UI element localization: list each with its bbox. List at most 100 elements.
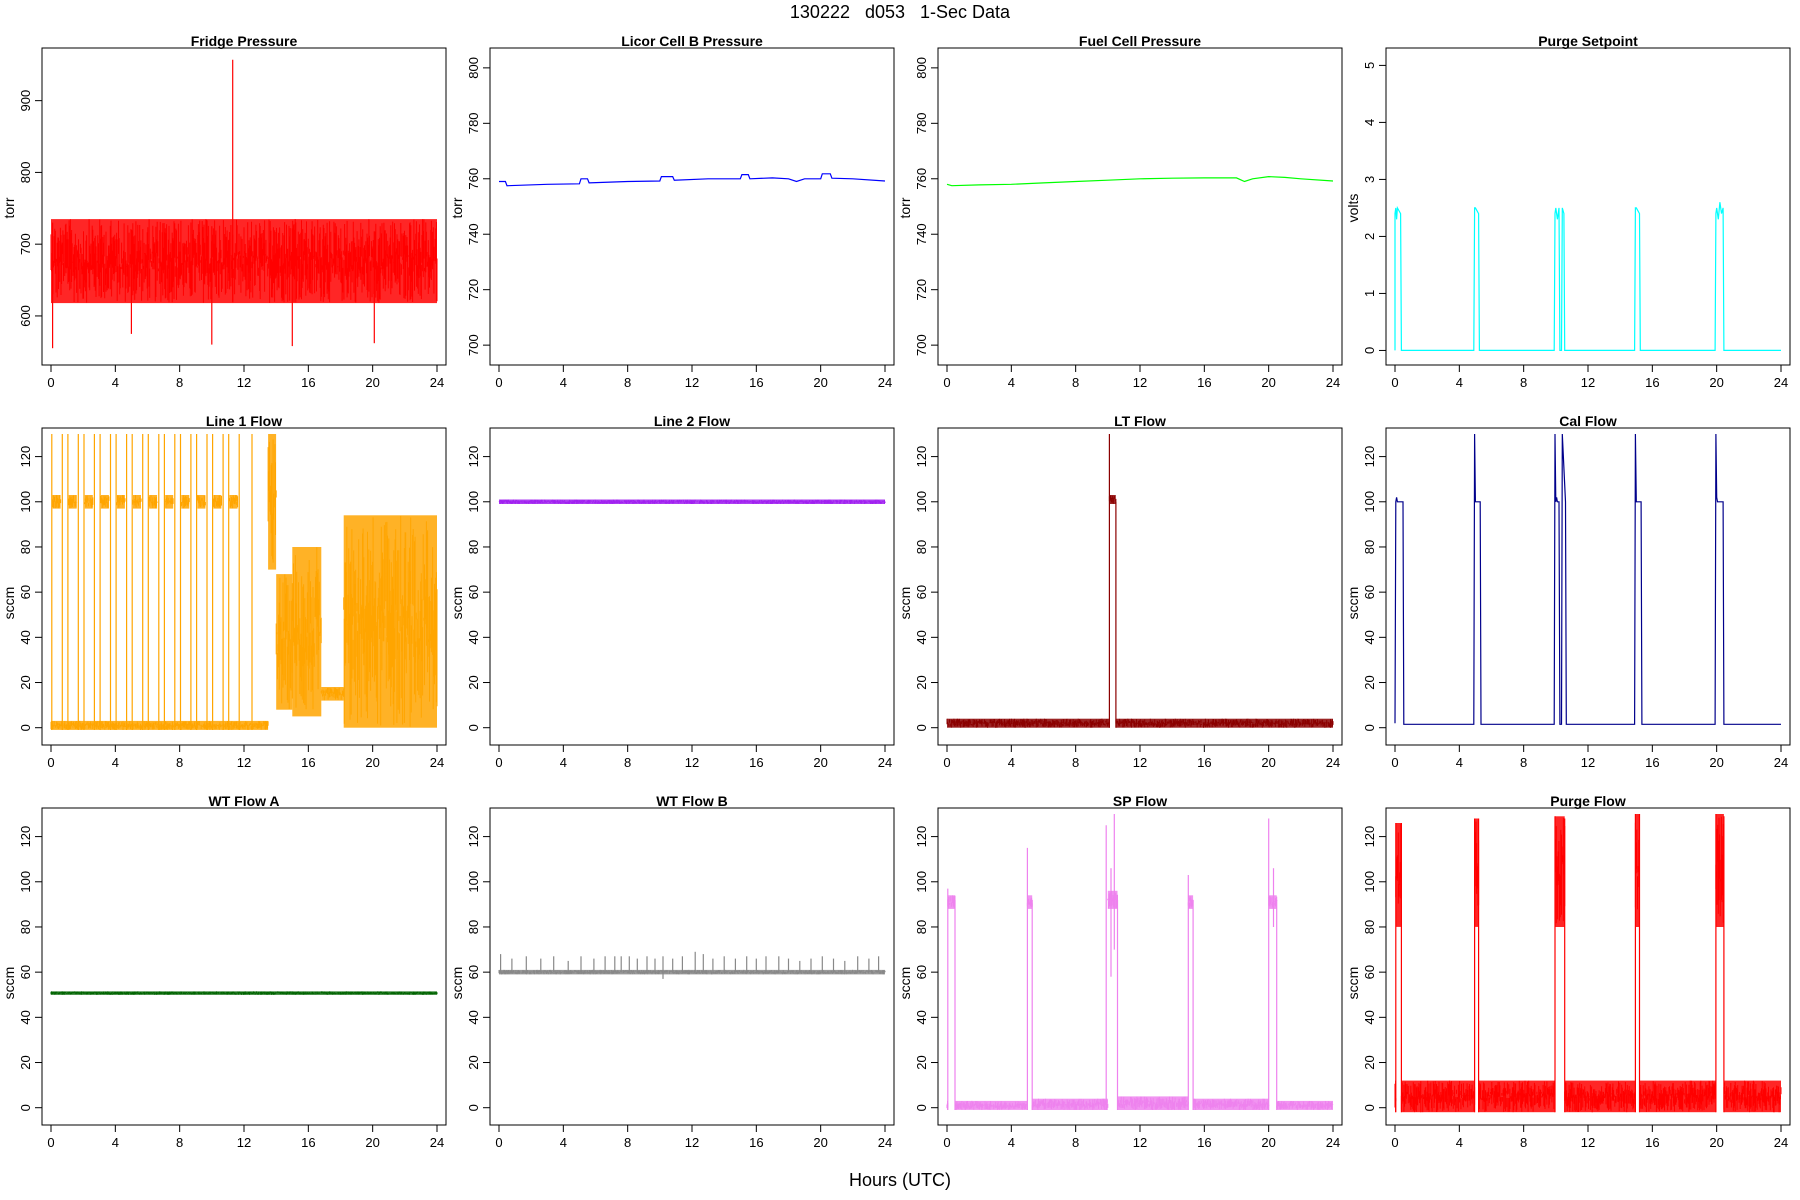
y-axis-label: sccm bbox=[1, 967, 17, 1000]
y-tick-label: 0 bbox=[1362, 1104, 1377, 1111]
x-tick-label: 20 bbox=[1261, 375, 1275, 390]
y-tick-label: 60 bbox=[466, 965, 481, 979]
x-tick-label: 0 bbox=[495, 375, 502, 390]
x-tick-label: 24 bbox=[1774, 1135, 1788, 1150]
x-tick-label: 8 bbox=[1520, 1135, 1527, 1150]
y-axis: 0 20 40 60 80 100 120 sccm bbox=[897, 826, 939, 1111]
x-tick-label: 0 bbox=[495, 1135, 502, 1150]
x-axis: 0 4 8 12 16 20 24 bbox=[495, 1124, 892, 1150]
chart-title: WT Flow B bbox=[656, 793, 728, 809]
series-noise bbox=[164, 495, 174, 508]
y-tick-label: 760 bbox=[466, 168, 481, 190]
x-tick-label: 8 bbox=[176, 375, 183, 390]
y-tick-label: 20 bbox=[18, 675, 33, 689]
y-axis-label: torr bbox=[1, 197, 17, 218]
y-tick-label: 80 bbox=[18, 540, 33, 554]
plot-frame bbox=[1385, 47, 1791, 366]
y-tick-label: 20 bbox=[18, 1055, 33, 1069]
series-noise bbox=[320, 687, 345, 701]
y-tick-label: 120 bbox=[466, 826, 481, 848]
y-tick-label: 80 bbox=[914, 540, 929, 554]
y-tick-label: 800 bbox=[914, 57, 929, 79]
y-tick-label: 120 bbox=[1362, 826, 1377, 848]
series-noise bbox=[116, 495, 126, 508]
y-tick-label: 80 bbox=[466, 540, 481, 554]
x-axis: 0 4 8 12 16 20 24 bbox=[495, 364, 892, 390]
series-band bbox=[1555, 816, 1565, 927]
chart-title: Purge Flow bbox=[1550, 793, 1626, 809]
series-noise bbox=[84, 495, 94, 508]
y-tick-label: 100 bbox=[914, 491, 929, 513]
x-tick-label: 16 bbox=[301, 755, 315, 770]
y-tick-label: 80 bbox=[1362, 540, 1377, 554]
x-tick-label: 4 bbox=[1456, 1135, 1463, 1150]
x-tick-label: 20 bbox=[1261, 1135, 1275, 1150]
y-tick-label: 720 bbox=[914, 279, 929, 301]
x-axis: 0 4 8 12 16 20 24 bbox=[47, 744, 444, 770]
x-tick-label: 20 bbox=[813, 375, 827, 390]
figure-title: 130222 d053 1-Sec Data bbox=[789, 2, 1011, 22]
chart-panel: Fridge Pressure 0 4 8 12 16 20 24 600 700 800 900 to… bbox=[1, 33, 447, 390]
y-tick-label: 100 bbox=[18, 491, 33, 513]
y-axis-label: sccm bbox=[449, 587, 465, 620]
y-tick-label: 120 bbox=[1362, 446, 1377, 468]
plot-frame bbox=[41, 47, 447, 366]
y-tick-label: 2 bbox=[1362, 233, 1377, 240]
y-tick-label: 60 bbox=[1362, 965, 1377, 979]
series-noise bbox=[50, 219, 438, 303]
plot-frame bbox=[489, 427, 895, 746]
x-tick-label: 8 bbox=[176, 755, 183, 770]
y-tick-label: 60 bbox=[18, 585, 33, 599]
chart-panel: Licor Cell B Pressure 0 4 8 12 16 20 24 700 720 74… bbox=[449, 33, 895, 390]
y-tick-label: 40 bbox=[914, 630, 929, 644]
y-axis: 700 720 740 760 780 800 torr bbox=[449, 57, 491, 356]
y-axis-label: sccm bbox=[1345, 587, 1361, 620]
x-tick-label: 0 bbox=[943, 1135, 950, 1150]
y-tick-label: 800 bbox=[466, 57, 481, 79]
x-tick-label: 24 bbox=[430, 755, 444, 770]
series-band bbox=[1027, 895, 1033, 909]
x-tick-label: 24 bbox=[878, 1135, 892, 1150]
series-group bbox=[50, 991, 438, 995]
y-tick-label: 120 bbox=[18, 826, 33, 848]
x-tick-label: 12 bbox=[1581, 375, 1595, 390]
x-tick-label: 24 bbox=[1326, 375, 1340, 390]
x-axis: 0 4 8 12 16 20 24 bbox=[47, 364, 444, 390]
x-tick-label: 8 bbox=[1520, 375, 1527, 390]
y-tick-label: 3 bbox=[1362, 176, 1377, 183]
x-tick-label: 16 bbox=[301, 1135, 315, 1150]
x-tick-label: 12 bbox=[1581, 1135, 1595, 1150]
plot-frame bbox=[937, 47, 1343, 366]
x-axis: 0 4 8 12 16 20 24 bbox=[943, 364, 1340, 390]
y-tick-label: 780 bbox=[466, 112, 481, 134]
x-tick-label: 4 bbox=[112, 1135, 119, 1150]
x-axis: 0 4 8 12 16 20 24 bbox=[1391, 1124, 1788, 1150]
y-tick-label: 20 bbox=[1362, 1055, 1377, 1069]
y-tick-label: 100 bbox=[914, 871, 929, 893]
y-tick-label: 700 bbox=[18, 233, 33, 255]
y-tick-label: 80 bbox=[466, 920, 481, 934]
x-tick-label: 20 bbox=[365, 375, 379, 390]
series-noise bbox=[52, 495, 62, 509]
y-axis: 0 20 40 60 80 100 120 sccm bbox=[897, 446, 939, 731]
chart-title: Licor Cell B Pressure bbox=[621, 33, 763, 49]
y-tick-label: 20 bbox=[466, 1055, 481, 1069]
series-line bbox=[499, 173, 886, 187]
y-axis: 600 700 800 900 torr bbox=[1, 90, 43, 327]
series-group bbox=[1394, 814, 1782, 1113]
plot-frame bbox=[1385, 427, 1791, 746]
chart-title: SP Flow bbox=[1113, 793, 1167, 809]
y-axis-label: volts bbox=[1345, 194, 1361, 223]
x-tick-label: 20 bbox=[1709, 375, 1723, 390]
series-band bbox=[1635, 814, 1640, 927]
series-noise bbox=[132, 495, 142, 508]
y-tick-label: 4 bbox=[1362, 119, 1377, 126]
chart-panel: SP Flow 0 4 8 12 16 20 24 0 20 40 60 80 100 120 sccm bbox=[897, 793, 1343, 1150]
x-tick-label: 4 bbox=[112, 755, 119, 770]
y-tick-label: 100 bbox=[18, 871, 33, 893]
y-axis: 0 20 40 60 80 100 120 sccm bbox=[449, 446, 491, 731]
x-tick-label: 16 bbox=[1645, 1135, 1659, 1150]
y-tick-label: 700 bbox=[914, 334, 929, 356]
chart-panel: WT Flow B 0 4 8 12 16 20 24 0 20 40 60 80 100 120 sccm bbox=[449, 793, 895, 1150]
x-tick-label: 8 bbox=[624, 755, 631, 770]
